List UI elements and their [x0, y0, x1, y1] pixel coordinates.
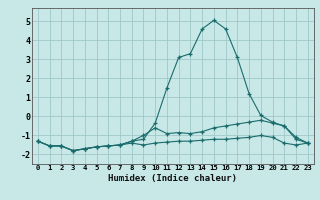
- X-axis label: Humidex (Indice chaleur): Humidex (Indice chaleur): [108, 174, 237, 183]
